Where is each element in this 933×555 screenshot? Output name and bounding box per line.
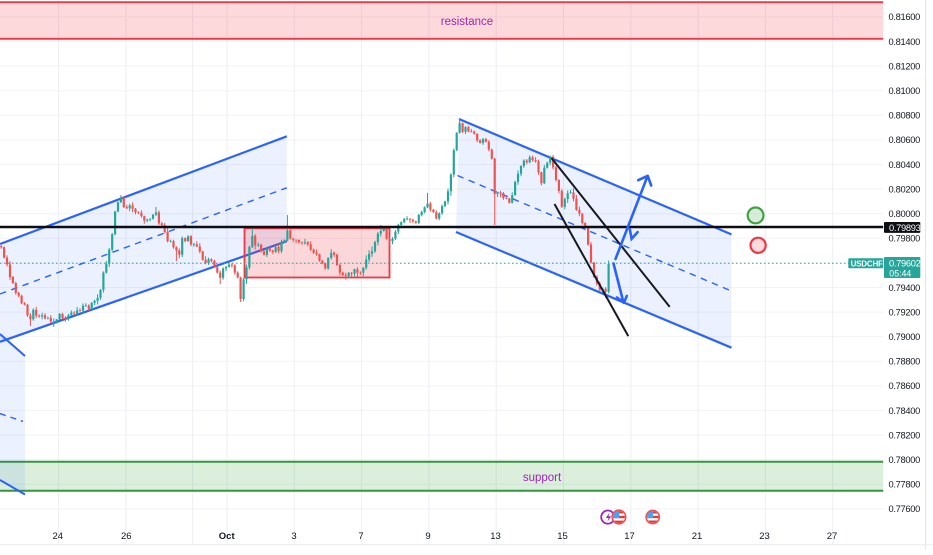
svg-text:USDCHF: USDCHF — [851, 259, 883, 268]
svg-text:23: 23 — [759, 531, 770, 542]
svg-text:17: 17 — [624, 531, 635, 542]
svg-text:0.78400: 0.78400 — [889, 406, 921, 416]
svg-text:05:44: 05:44 — [889, 268, 911, 278]
svg-text:0.79400: 0.79400 — [889, 283, 921, 293]
svg-text:resistance: resistance — [441, 16, 493, 28]
svg-text:13: 13 — [490, 531, 501, 542]
svg-text:0.80800: 0.80800 — [889, 111, 921, 121]
svg-text:15: 15 — [557, 531, 568, 542]
svg-text:0.78800: 0.78800 — [889, 357, 921, 367]
svg-text:0.79800: 0.79800 — [889, 234, 921, 244]
svg-text:3: 3 — [291, 531, 296, 542]
svg-text:0.79000: 0.79000 — [889, 332, 921, 342]
svg-text:0.77600: 0.77600 — [889, 504, 921, 514]
svg-text:0.81000: 0.81000 — [889, 86, 921, 96]
svg-text:21: 21 — [692, 531, 703, 542]
svg-text:7: 7 — [358, 531, 363, 542]
svg-text:9: 9 — [425, 531, 430, 542]
svg-text:0.79200: 0.79200 — [889, 307, 921, 317]
svg-text:0.78200: 0.78200 — [889, 430, 921, 440]
svg-text:0.81200: 0.81200 — [889, 61, 921, 71]
svg-text:0.80600: 0.80600 — [889, 135, 921, 145]
svg-text:0.81400: 0.81400 — [889, 37, 921, 47]
svg-text:0.78600: 0.78600 — [889, 381, 921, 391]
svg-text:0.80200: 0.80200 — [889, 184, 921, 194]
svg-text:0.81600: 0.81600 — [889, 12, 921, 22]
svg-text:0.78000: 0.78000 — [889, 455, 921, 465]
svg-text:0.77800: 0.77800 — [889, 480, 921, 490]
svg-text:support: support — [523, 472, 562, 484]
svg-text:Oct: Oct — [219, 531, 236, 542]
svg-text:0.79893: 0.79893 — [889, 223, 921, 233]
svg-text:0.80400: 0.80400 — [889, 160, 921, 170]
svg-text:0.80000: 0.80000 — [889, 209, 921, 219]
svg-text:0.79602: 0.79602 — [889, 258, 921, 268]
svg-text:27: 27 — [827, 531, 838, 542]
svg-text:24: 24 — [53, 531, 64, 542]
svg-text:26: 26 — [121, 531, 132, 542]
